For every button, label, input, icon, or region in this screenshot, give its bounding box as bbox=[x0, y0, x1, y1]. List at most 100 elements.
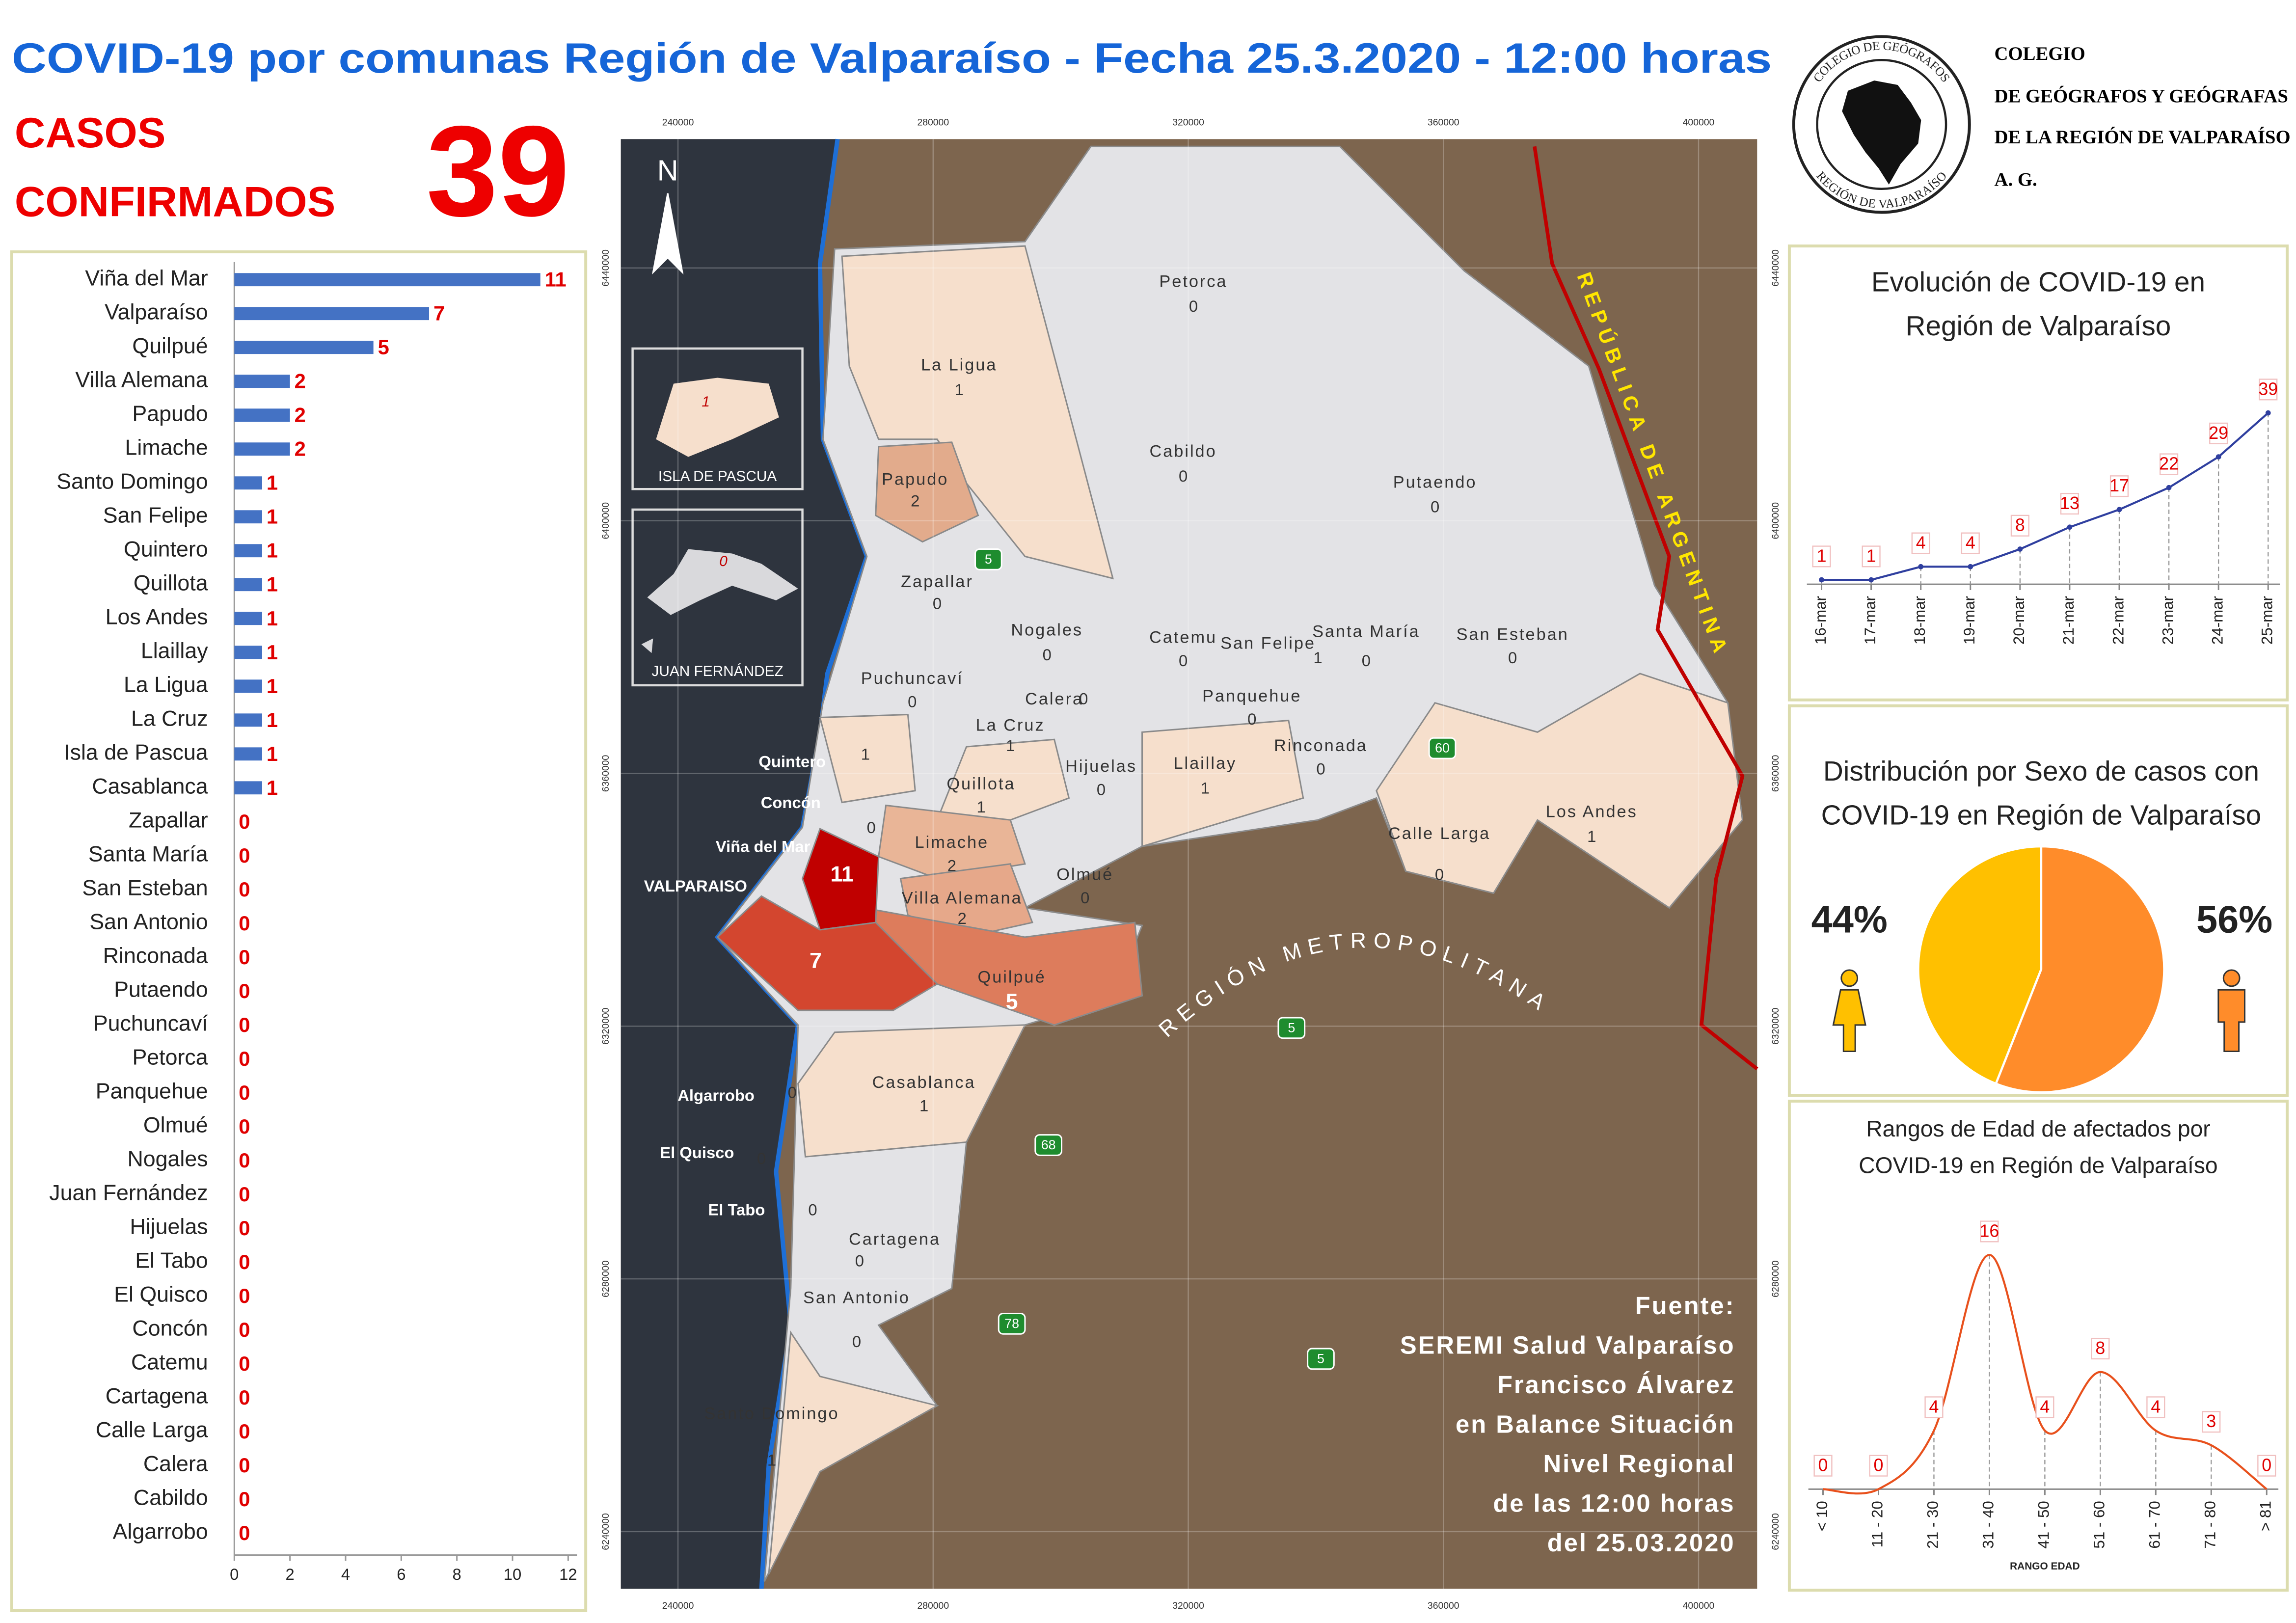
bar bbox=[234, 646, 262, 659]
x-tick-label: 22-mar bbox=[2109, 596, 2127, 645]
category-label: Nogales bbox=[127, 1147, 208, 1171]
value-label: 4 bbox=[2151, 1397, 2161, 1416]
value-label: 0 bbox=[239, 810, 250, 833]
comuna-area bbox=[716, 895, 939, 1011]
y-tick-label: 6240000 bbox=[1770, 1513, 1781, 1550]
value-label: 0 bbox=[239, 1183, 250, 1206]
panel bbox=[1787, 244, 2289, 702]
marker bbox=[1918, 564, 1924, 569]
category-label: San Felipe bbox=[103, 503, 208, 528]
comuna-label: Hijuelas bbox=[1065, 757, 1137, 776]
value-label: 44% bbox=[1811, 899, 1888, 941]
x-tick-label: 24-mar bbox=[2209, 596, 2226, 645]
comuna-label: Cabildo bbox=[1149, 442, 1216, 461]
label-box bbox=[1869, 1455, 1888, 1477]
line-path bbox=[1823, 1254, 2268, 1495]
cases-label: CASOS bbox=[15, 109, 166, 157]
category-label: Quilpué bbox=[132, 334, 208, 358]
x-tick-label: 360000 bbox=[1428, 117, 1459, 128]
label-box bbox=[2010, 514, 2029, 537]
comuna-value: 0 bbox=[908, 692, 917, 710]
category-label: El Tabo bbox=[135, 1248, 208, 1273]
y-tick-label: 6400000 bbox=[1770, 502, 1781, 540]
comuna-value: 1 bbox=[919, 1097, 928, 1115]
marker bbox=[1868, 577, 1874, 583]
label-box bbox=[1862, 545, 1881, 568]
comuna-value: 0 bbox=[1179, 467, 1188, 485]
x-tick-label: 0 bbox=[230, 1565, 239, 1583]
value-label: 0 bbox=[239, 1250, 250, 1273]
source-text: SEREMI Salud Valparaíso bbox=[1400, 1331, 1735, 1359]
x-tick-label: 20-mar bbox=[2010, 596, 2027, 645]
label-box bbox=[2091, 1337, 2110, 1360]
x-tick-label: 400000 bbox=[1683, 117, 1715, 128]
label-box bbox=[2159, 453, 2179, 475]
bar bbox=[234, 442, 290, 456]
source-text: Fuente: bbox=[1635, 1292, 1735, 1320]
bar bbox=[234, 408, 290, 422]
comuna-value: 0 bbox=[1435, 865, 1444, 883]
comuna-value: 5 bbox=[1006, 989, 1018, 1014]
category-label: Viña del Mar bbox=[85, 266, 208, 291]
person-icon bbox=[1840, 969, 1859, 987]
comuna-label: Los Andes bbox=[1546, 802, 1638, 821]
bar bbox=[234, 612, 262, 625]
category-label: Villa Alemana bbox=[75, 368, 208, 392]
comuna-label: La Ligua bbox=[921, 356, 997, 375]
category-label: Panquehue bbox=[96, 1079, 208, 1104]
marker bbox=[2215, 454, 2221, 460]
comuna-value: 0 bbox=[788, 1083, 797, 1102]
pie-slice bbox=[1917, 845, 2043, 1085]
x-tick-label: 12 bbox=[559, 1565, 577, 1583]
category-label: Los Andes bbox=[106, 605, 208, 629]
comuna-value: 0 bbox=[933, 595, 942, 613]
x-tick-label: > 81 bbox=[2257, 1501, 2274, 1531]
value-label: 0 bbox=[239, 1115, 250, 1138]
comuna-label: El Tabo bbox=[708, 1200, 765, 1218]
category-label: Santo Domingo bbox=[56, 469, 208, 494]
y-tick-label: 6440000 bbox=[1770, 249, 1781, 287]
value-label: 2 bbox=[295, 404, 306, 427]
road-shield bbox=[974, 548, 1002, 570]
marker bbox=[2265, 410, 2271, 416]
x-tick-label: 61 - 70 bbox=[2146, 1501, 2163, 1548]
comuna-value: 7 bbox=[810, 948, 822, 973]
value-label: 0 bbox=[239, 1284, 250, 1307]
label-box bbox=[2209, 422, 2228, 444]
value-label: 1 bbox=[267, 641, 278, 664]
value-label: 16 bbox=[1980, 1221, 1999, 1241]
value-label: 29 bbox=[2209, 423, 2228, 443]
x-tick-label: 23-mar bbox=[2159, 596, 2176, 645]
pie-slice bbox=[1994, 845, 2165, 1094]
comuna-label: Cartagena bbox=[849, 1230, 941, 1248]
comuna-label: Viña del Mar bbox=[716, 838, 810, 856]
comuna-value: 1 bbox=[1313, 649, 1322, 667]
value-label: 4 bbox=[1916, 533, 1926, 553]
value-label: 0 bbox=[239, 1454, 250, 1477]
bar bbox=[234, 578, 262, 592]
x-tick-label: 25-mar bbox=[2259, 596, 2276, 645]
comuna-value: 0 bbox=[757, 1149, 766, 1167]
comuna-area bbox=[802, 828, 880, 931]
comuna-value: 2 bbox=[911, 492, 919, 510]
inset-frame bbox=[631, 347, 804, 490]
category-label: Papudo bbox=[132, 402, 208, 426]
comuna-label: Llaillay bbox=[1173, 754, 1237, 773]
category-label: El Quisco bbox=[114, 1282, 208, 1307]
value-label: 8 bbox=[2095, 1338, 2105, 1358]
y-tick-label: 6280000 bbox=[1770, 1260, 1781, 1298]
marker bbox=[2017, 546, 2023, 552]
value-label: 1 bbox=[267, 776, 278, 799]
chart-title: Rangos de Edad de afectados por bbox=[1866, 1116, 2211, 1141]
category-label: San Antonio bbox=[89, 910, 208, 934]
comuna-label: Quilpué bbox=[978, 968, 1046, 986]
value-label: 0 bbox=[239, 1217, 250, 1240]
x-tick-label: 17-mar bbox=[1862, 596, 1879, 645]
comuna-label: Villa Alemana bbox=[902, 889, 1023, 907]
comuna-label: Calle Larga bbox=[1388, 824, 1490, 843]
x-tick-label: 18-mar bbox=[1911, 596, 1928, 645]
x-tick-label: 2 bbox=[286, 1565, 295, 1583]
label-box bbox=[2109, 475, 2129, 497]
x-tick-label: 320000 bbox=[1172, 117, 1204, 128]
